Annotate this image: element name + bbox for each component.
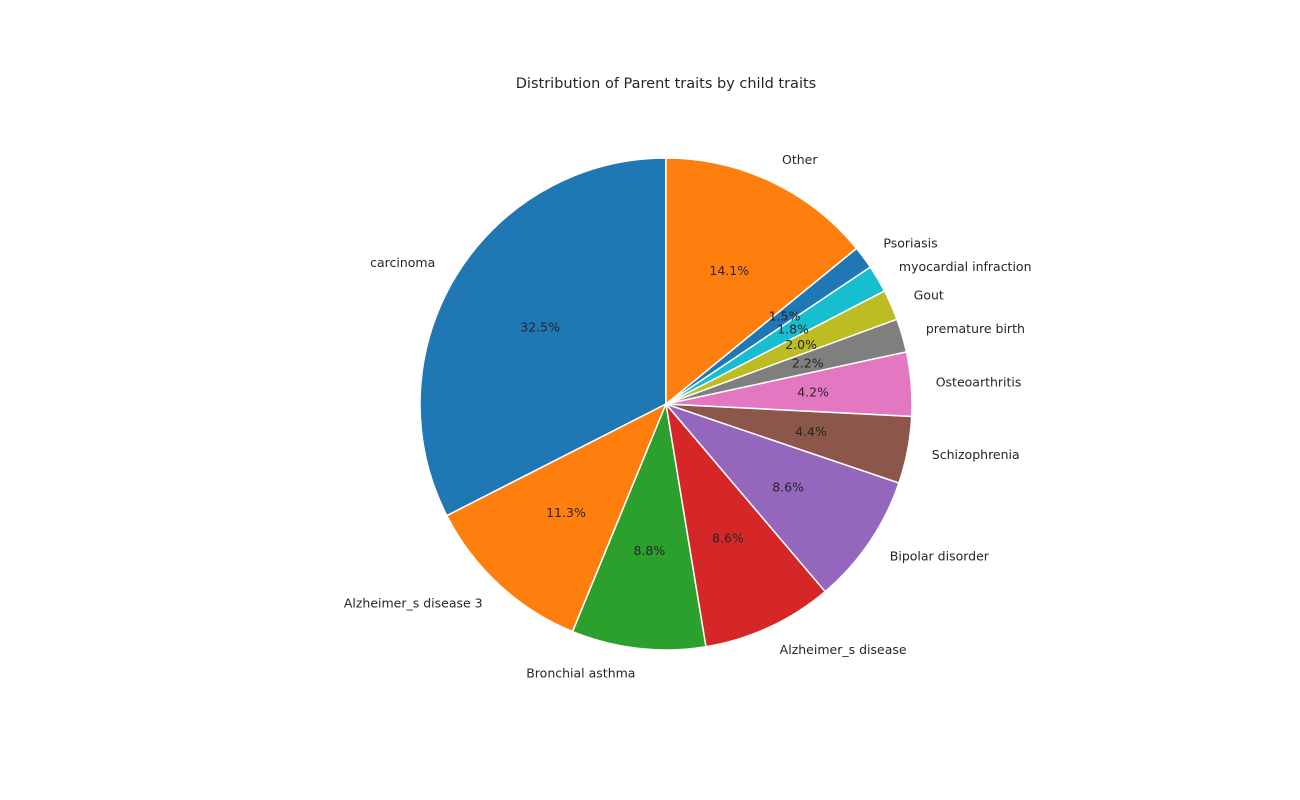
pie-percent-label: 1.5%: [769, 309, 801, 324]
pie-category-label: Schizophrenia: [932, 447, 1020, 462]
chart-title: Distribution of Parent traits by child t…: [516, 76, 816, 92]
pie-category-label: Osteoarthritis: [936, 374, 1022, 389]
pie-category-label: Alzheimer_s disease 3: [344, 595, 483, 610]
pie-percentage-labels: 32.5%11.3%8.8%8.6%8.6%4.4%4.2%2.2%2.0%1.…: [520, 263, 829, 558]
pie-slices: [419, 157, 913, 651]
pie-percent-label: 8.6%: [712, 530, 744, 545]
pie-category-label: Other: [782, 152, 818, 167]
pie-slice-bipolar-disorder: [665, 403, 900, 593]
pie-percent-label: 11.3%: [546, 505, 586, 520]
pie-category-labels: carcinoma Alzheimer_s disease 3 Bronchial …: [344, 152, 1032, 680]
pie-category-label: carcinoma: [370, 255, 435, 270]
pie-slice-alzheimer-s-disease: [665, 403, 826, 648]
pie-percent-label: 4.4%: [795, 424, 827, 439]
pie-slice-bronchial-asthma: [571, 403, 707, 651]
pie-percent-label: 2.0%: [785, 337, 817, 352]
pie-category-label: myocardial infraction: [899, 259, 1032, 274]
pie-percent-label: 4.2%: [797, 384, 829, 399]
pie-slice-carcinoma: [419, 157, 667, 517]
pie-category-label: Psoriasis: [883, 235, 937, 250]
pie-category-label: premature birth: [926, 321, 1025, 336]
pie-percent-label: 2.2%: [792, 355, 824, 370]
pie-category-label: Alzheimer_s disease: [780, 642, 907, 657]
pie-percent-label: 8.8%: [633, 543, 665, 558]
pie-category-label: Bronchial asthma: [526, 665, 635, 680]
pie-category-label: Gout: [914, 287, 944, 302]
pie-percent-label: 8.6%: [772, 479, 804, 494]
pie-percent-label: 14.1%: [709, 263, 749, 278]
pie-category-label: Bipolar disorder: [890, 549, 990, 564]
pie-percent-label: 32.5%: [520, 319, 560, 334]
pie-percent-label: 1.8%: [777, 321, 809, 336]
pie-slice-alzheimer-s-disease-3: [446, 403, 667, 633]
pie-slice-other: [665, 157, 858, 405]
